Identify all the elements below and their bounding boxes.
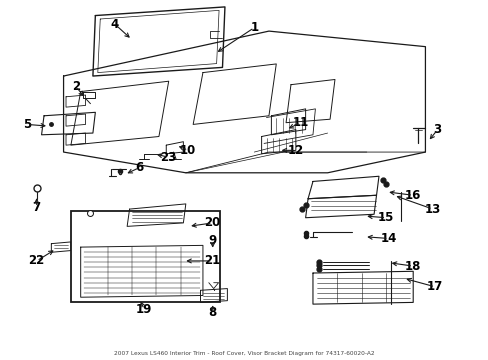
Text: 22: 22 (28, 255, 45, 267)
Text: 20: 20 (204, 216, 221, 229)
Text: 19: 19 (136, 303, 152, 316)
Text: 21: 21 (204, 255, 221, 267)
Text: 9: 9 (208, 234, 216, 247)
Text: 2007 Lexus LS460 Interior Trim - Roof Cover, Visor Bracket Diagram for 74317-600: 2007 Lexus LS460 Interior Trim - Roof Co… (114, 351, 374, 356)
Text: 16: 16 (404, 189, 421, 202)
Text: 4: 4 (111, 18, 119, 31)
Text: 1: 1 (250, 21, 258, 34)
Text: 7: 7 (33, 201, 41, 214)
Text: 11: 11 (292, 116, 308, 129)
Text: 2: 2 (72, 80, 80, 93)
Text: 18: 18 (404, 260, 421, 273)
Text: 17: 17 (426, 280, 443, 293)
Text: 12: 12 (287, 144, 304, 157)
Text: 10: 10 (180, 144, 196, 157)
Text: 8: 8 (208, 306, 216, 319)
Text: 13: 13 (424, 203, 440, 216)
Text: 6: 6 (135, 161, 143, 174)
Bar (71, 211, 220, 302)
Text: 14: 14 (380, 232, 396, 245)
Text: 5: 5 (23, 118, 31, 131)
Text: 3: 3 (433, 123, 441, 136)
Text: 23: 23 (160, 151, 177, 164)
Text: 15: 15 (377, 211, 394, 224)
